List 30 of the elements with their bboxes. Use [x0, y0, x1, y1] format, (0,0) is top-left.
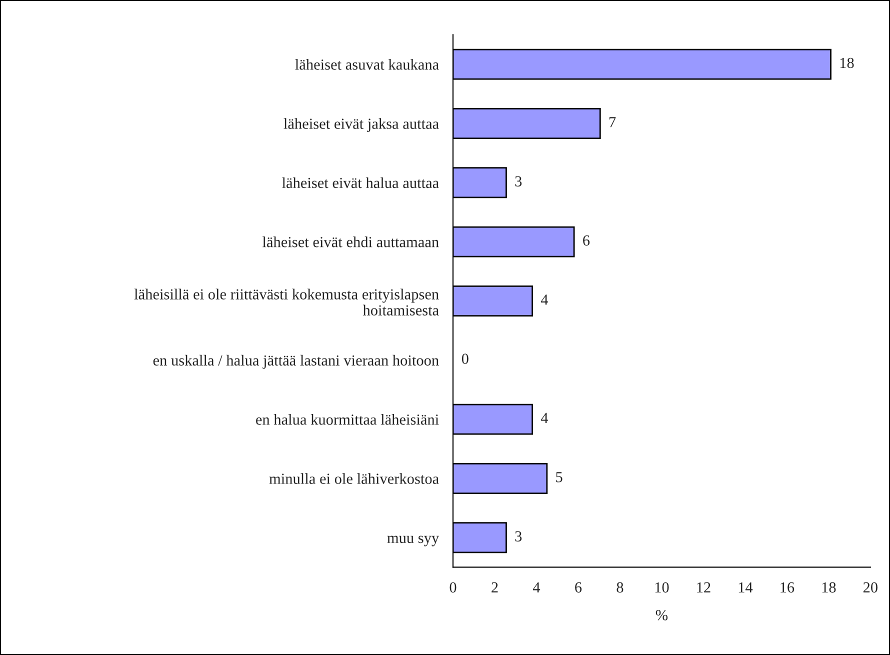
y-tick-label: läheiset eivät halua auttaa	[282, 177, 439, 188]
data-label: 4	[540, 294, 548, 305]
x-tick-label: 10	[655, 582, 669, 593]
x-tick-label: 4	[532, 582, 540, 592]
data-label: 18	[840, 58, 854, 68]
x-tick-label: 20	[863, 582, 878, 593]
y-tick-label: läheisillä ei ole riittävästi kokemusta erityislapsen hoitamisesta	[134, 288, 439, 316]
data-label: 3	[515, 176, 522, 186]
y-tick-label: läheiset eivät jaksa auttaa	[284, 118, 439, 132]
y-tick-label: en uskalla / halua jättää lastani vieraan hoitoon	[153, 354, 439, 369]
x-tick-label: 12	[697, 582, 710, 592]
x-tick-label: 18	[822, 582, 836, 593]
y-tick-label: en halua kuormittaa läheisiäni	[256, 414, 439, 425]
x-tick-label: 14	[738, 582, 753, 592]
x-tick-label: 6	[575, 582, 582, 593]
y-tick-label: minulla ei ole lähiverkostoa	[269, 473, 439, 484]
data-label: 6	[583, 235, 590, 246]
y-tick-label: läheiset eivät ehdi auttamaan	[262, 236, 439, 248]
x-tick-label: 0	[450, 582, 456, 593]
y-tick-label: muu syy	[387, 536, 440, 546]
data-label: 3	[515, 531, 522, 542]
y-tick-label: läheiset asuvat kaukana	[295, 59, 439, 70]
data-label: 0	[462, 354, 468, 364]
data-label: 7	[609, 117, 616, 128]
data-label: 4	[540, 412, 548, 423]
x-tick-label: 2	[492, 582, 498, 592]
x-tick-label: 8	[616, 582, 624, 593]
data-label: 5	[556, 472, 562, 482]
x-axis-title: %	[656, 610, 668, 620]
x-tick-label: 16	[780, 582, 794, 593]
